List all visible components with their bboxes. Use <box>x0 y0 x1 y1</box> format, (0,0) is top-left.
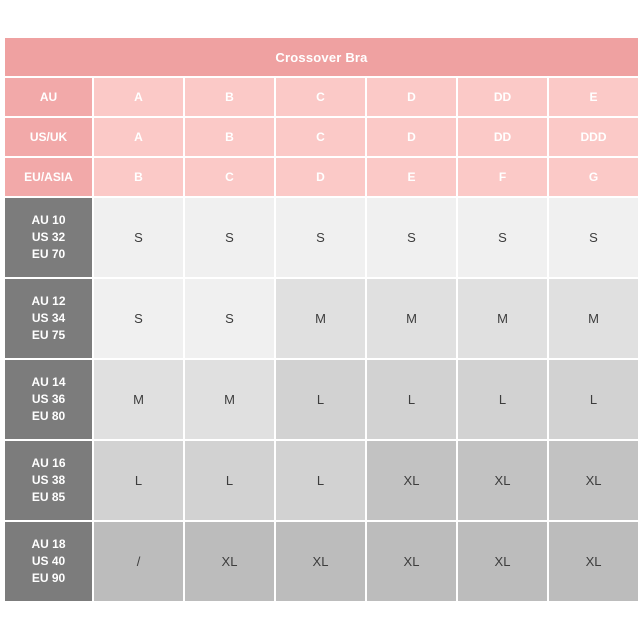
size-value-cell: S <box>276 198 365 277</box>
cup-size-cell: D <box>276 158 365 196</box>
cup-size-cell: G <box>549 158 639 196</box>
band-size-label: AU 10 US 32 EU 70 <box>5 198 92 277</box>
size-value-cell: S <box>185 279 274 358</box>
size-value-cell: L <box>276 441 365 520</box>
size-value-cell: M <box>458 279 547 358</box>
region-label-usuk: US/UK <box>5 118 92 156</box>
size-value-cell: L <box>185 441 274 520</box>
region-label-euasia: EU/ASIA <box>5 158 92 196</box>
cup-size-cell: D <box>367 118 456 156</box>
cup-size-cell: F <box>458 158 547 196</box>
size-value-cell: L <box>94 441 183 520</box>
size-row: AU 18 US 40 EU 90 / XL XL XL XL XL <box>5 522 639 601</box>
size-value-cell: XL <box>458 522 547 601</box>
band-size-line: EU 80 <box>31 409 66 423</box>
cup-size-cell: C <box>276 118 365 156</box>
cup-size-cell: C <box>185 158 274 196</box>
size-value-cell: M <box>94 360 183 439</box>
cup-size-cell: E <box>549 78 639 116</box>
cup-size-cell: E <box>367 158 456 196</box>
size-value-cell: L <box>549 360 639 439</box>
size-value-cell: XL <box>367 522 456 601</box>
size-value-cell: M <box>367 279 456 358</box>
table-title: Crossover Bra <box>5 38 639 76</box>
size-value-cell: M <box>185 360 274 439</box>
size-value-cell: S <box>549 198 639 277</box>
cup-size-cell: A <box>94 78 183 116</box>
band-size-line: EU 90 <box>31 571 66 585</box>
size-value-cell: XL <box>185 522 274 601</box>
size-value-cell: XL <box>549 522 639 601</box>
band-size-line: AU 14 <box>31 375 66 389</box>
size-row: AU 12 US 34 EU 75 S S M M M M <box>5 279 639 358</box>
size-value-cell: S <box>367 198 456 277</box>
cup-size-cell: DD <box>458 78 547 116</box>
region-row-euasia: EU/ASIA B C D E F G <box>5 158 639 196</box>
band-size-line: EU 75 <box>31 328 66 342</box>
size-value-cell: S <box>94 198 183 277</box>
size-value-cell: S <box>94 279 183 358</box>
region-label-au: AU <box>5 78 92 116</box>
band-size-line: EU 85 <box>31 490 66 504</box>
band-size-label: AU 14 US 36 EU 80 <box>5 360 92 439</box>
region-row-au: AU A B C D DD E <box>5 78 639 116</box>
size-value-cell: / <box>94 522 183 601</box>
band-size-label: AU 12 US 34 EU 75 <box>5 279 92 358</box>
size-value-cell: M <box>276 279 365 358</box>
size-value-cell: S <box>185 198 274 277</box>
size-value-cell: S <box>458 198 547 277</box>
band-size-label: AU 16 US 38 EU 85 <box>5 441 92 520</box>
cup-size-cell: A <box>94 118 183 156</box>
cup-size-cell: B <box>185 78 274 116</box>
size-chart-table: Crossover Bra AU A B C D DD E US/UK A B … <box>3 36 640 603</box>
band-size-line: AU 16 <box>31 456 66 470</box>
size-value-cell: L <box>458 360 547 439</box>
band-size-line: US 36 <box>31 392 66 406</box>
size-row: AU 10 US 32 EU 70 S S S S S S <box>5 198 639 277</box>
cup-size-cell: C <box>276 78 365 116</box>
cup-size-cell: DDD <box>549 118 639 156</box>
cup-size-cell: D <box>367 78 456 116</box>
title-row: Crossover Bra <box>5 38 639 76</box>
region-row-usuk: US/UK A B C D DD DDD <box>5 118 639 156</box>
size-value-cell: M <box>549 279 639 358</box>
size-value-cell: XL <box>276 522 365 601</box>
cup-size-cell: DD <box>458 118 547 156</box>
band-size-line: AU 10 <box>31 213 66 227</box>
size-row: AU 16 US 38 EU 85 L L L XL XL XL <box>5 441 639 520</box>
size-value-cell: XL <box>458 441 547 520</box>
size-value-cell: L <box>367 360 456 439</box>
band-size-line: EU 70 <box>31 247 66 261</box>
band-size-line: US 40 <box>31 554 66 568</box>
band-size-label: AU 18 US 40 EU 90 <box>5 522 92 601</box>
band-size-line: US 38 <box>31 473 66 487</box>
size-value-cell: XL <box>367 441 456 520</box>
size-value-cell: XL <box>549 441 639 520</box>
cup-size-cell: B <box>185 118 274 156</box>
cup-size-cell: B <box>94 158 183 196</box>
band-size-line: US 32 <box>31 230 66 244</box>
band-size-line: US 34 <box>31 311 66 325</box>
band-size-line: AU 18 <box>31 537 66 551</box>
size-value-cell: L <box>276 360 365 439</box>
size-row: AU 14 US 36 EU 80 M M L L L L <box>5 360 639 439</box>
band-size-line: AU 12 <box>31 294 66 308</box>
